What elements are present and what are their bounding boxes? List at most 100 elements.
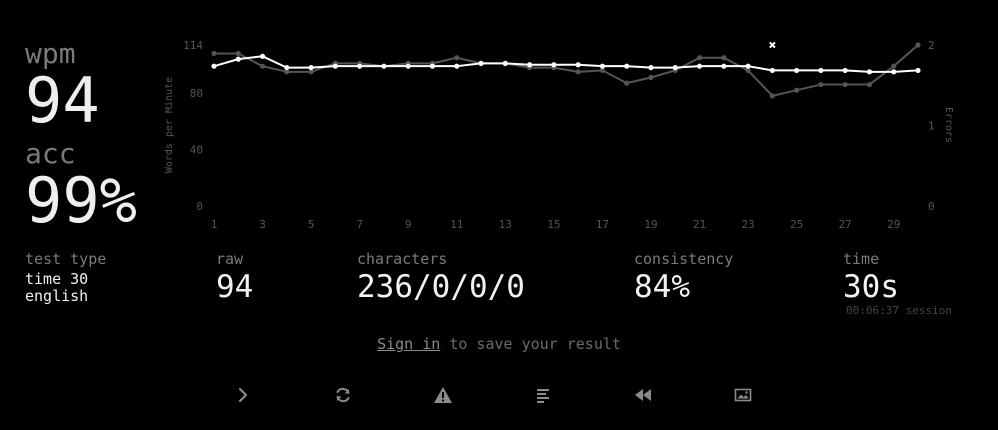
raw-label: raw: [216, 250, 244, 268]
wpm-point[interactable]: [794, 67, 800, 74]
raw-point[interactable]: [696, 55, 703, 61]
x-tick-label: 3: [259, 218, 266, 231]
wpm-point[interactable]: [551, 62, 557, 68]
y-tick-label: 80: [190, 87, 203, 100]
raw-point[interactable]: [818, 81, 824, 88]
raw-point[interactable]: [624, 80, 630, 86]
wpm-point[interactable]: [454, 63, 460, 69]
raw-point[interactable]: [454, 55, 460, 61]
next-test-icon: [238, 387, 248, 403]
y2-tick-label: 0: [928, 200, 935, 213]
replay-button[interactable]: [631, 383, 655, 407]
raw-point[interactable]: [259, 63, 266, 69]
consistency-label: consistency: [634, 250, 734, 268]
raw-point[interactable]: [308, 69, 314, 75]
time-value: 30s: [843, 269, 899, 305]
test-type-language: english: [25, 287, 89, 305]
wpm-point[interactable]: [429, 63, 436, 69]
replay-icon: [635, 389, 651, 401]
x-tick-label: 21: [693, 218, 706, 231]
raw-point[interactable]: [745, 67, 751, 74]
restart-button[interactable]: [331, 383, 355, 407]
y-ticks: 0 40 80 114: [183, 39, 203, 213]
test-type-mode: time 30: [25, 270, 89, 288]
raw-line: [214, 44, 919, 97]
raw-point[interactable]: [721, 55, 727, 61]
characters-label: characters: [357, 250, 448, 268]
raw-point[interactable]: [648, 74, 654, 81]
wpm-point[interactable]: [405, 63, 411, 69]
wpm-point[interactable]: [478, 60, 484, 66]
wpm-line: [213, 55, 919, 73]
wpm-point[interactable]: [502, 60, 508, 66]
x-tick-label: 5: [308, 218, 315, 231]
wpm-point[interactable]: [211, 63, 217, 69]
wpm-point[interactable]: [769, 67, 775, 74]
wpm-point[interactable]: [891, 69, 897, 75]
wpm-point[interactable]: [599, 63, 606, 69]
next-test-button[interactable]: [231, 383, 255, 407]
acc-value: 99%: [25, 164, 137, 237]
screenshot-button[interactable]: [731, 383, 755, 407]
raw-point[interactable]: [891, 63, 897, 69]
raw-point[interactable]: [284, 69, 290, 75]
wpm-point[interactable]: [259, 53, 266, 59]
wpm-point[interactable]: [672, 64, 678, 71]
wpm-point[interactable]: [235, 56, 241, 62]
wpm-point[interactable]: [915, 67, 921, 74]
acc-label: acc: [25, 137, 76, 170]
word-history-icon: [537, 389, 549, 403]
sign-in-link[interactable]: Sign in: [377, 335, 441, 353]
x-tick-label: 1: [211, 218, 218, 231]
session-time: 00:06:37 session: [846, 304, 952, 317]
error-marker[interactable]: [769, 41, 776, 49]
wpm-point[interactable]: [866, 69, 873, 75]
wpm-point[interactable]: [648, 64, 654, 71]
y-tick-label: 0: [196, 200, 203, 213]
wpm-point[interactable]: [575, 62, 581, 68]
raw-point[interactable]: [235, 50, 241, 57]
raw-value: 94: [216, 269, 254, 305]
x-tick-label: 19: [644, 218, 657, 231]
wpm-point[interactable]: [696, 63, 703, 69]
wpm-series: [211, 53, 921, 75]
wpm-point[interactable]: [357, 63, 363, 69]
x-tick-label: 27: [839, 218, 852, 231]
raw-point[interactable]: [915, 42, 921, 48]
x-tick-label: 7: [356, 218, 363, 231]
raw-point[interactable]: [211, 50, 217, 57]
raw-point[interactable]: [599, 67, 606, 74]
report-button[interactable]: [431, 383, 455, 407]
report-icon: [434, 387, 452, 403]
characters-value: 236/0/0/0: [357, 269, 525, 305]
x-tick-label: 23: [741, 218, 754, 231]
raw-point[interactable]: [794, 87, 800, 93]
wpm-point[interactable]: [308, 64, 314, 71]
consistency-value: 84%: [634, 269, 690, 305]
wpm-point[interactable]: [842, 67, 848, 74]
wpm-point[interactable]: [818, 67, 824, 74]
wpm-point[interactable]: [526, 62, 533, 68]
time-label: time: [843, 250, 880, 268]
wpm-point[interactable]: [284, 64, 290, 71]
x-tick-label: 25: [790, 218, 803, 231]
test-type-label: test type: [25, 250, 107, 268]
raw-point[interactable]: [575, 69, 581, 75]
raw-point[interactable]: [866, 81, 873, 88]
wpm-point[interactable]: [721, 63, 727, 69]
wpm-point[interactable]: [745, 63, 751, 69]
wpm-point[interactable]: [332, 63, 338, 69]
sign-in-rest-text: to save your result: [440, 335, 621, 353]
word-history-button[interactable]: [531, 383, 555, 407]
raw-point[interactable]: [842, 81, 848, 88]
raw-point[interactable]: [769, 93, 775, 99]
screenshot-icon: [734, 388, 752, 402]
wpm-point[interactable]: [624, 63, 630, 69]
x-tick-label: 9: [405, 218, 412, 231]
y-axis-title: Words per Minute: [164, 77, 175, 173]
y2-axis-title: Errors: [943, 107, 954, 143]
wpm-point[interactable]: [381, 63, 387, 69]
x-tick-label: 29: [887, 218, 900, 231]
